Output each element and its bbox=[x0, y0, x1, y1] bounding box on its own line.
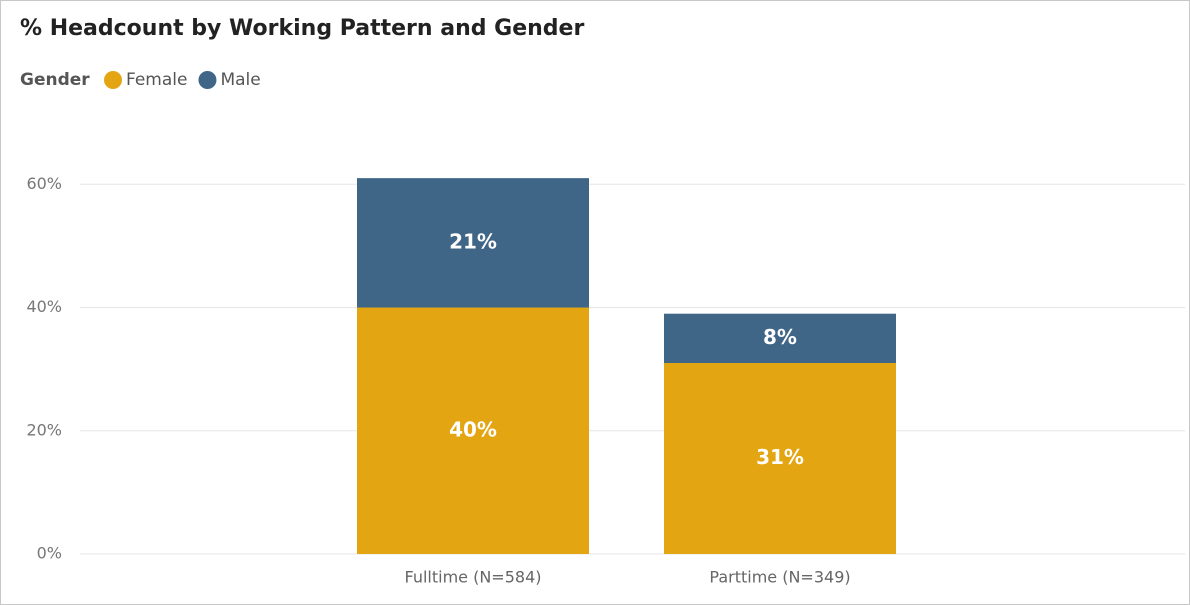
data-label: 40% bbox=[449, 417, 497, 441]
legend-swatch bbox=[104, 71, 122, 89]
bar-segment bbox=[357, 178, 589, 308]
legend-label: Female bbox=[126, 70, 187, 90]
data-label: 21% bbox=[449, 229, 497, 253]
legend-label: Male bbox=[220, 70, 260, 90]
legend-title: Gender bbox=[20, 70, 90, 90]
y-tick-label: 60% bbox=[26, 174, 62, 193]
bar-segment bbox=[664, 313, 896, 363]
chart-title: % Headcount by Working Pattern and Gende… bbox=[20, 16, 584, 41]
data-label: 31% bbox=[756, 445, 804, 469]
legend-swatch bbox=[198, 71, 217, 89]
bar-segment bbox=[664, 362, 896, 554]
data-label: 8% bbox=[763, 325, 797, 349]
y-tick-label: 20% bbox=[26, 420, 62, 439]
x-tick-label: Fulltime (N=584) bbox=[405, 568, 542, 587]
y-tick-label: 0% bbox=[37, 544, 62, 563]
bar-segment bbox=[357, 307, 589, 554]
y-tick-label: 40% bbox=[26, 297, 62, 316]
x-tick-label: Parttime (N=349) bbox=[709, 568, 850, 587]
